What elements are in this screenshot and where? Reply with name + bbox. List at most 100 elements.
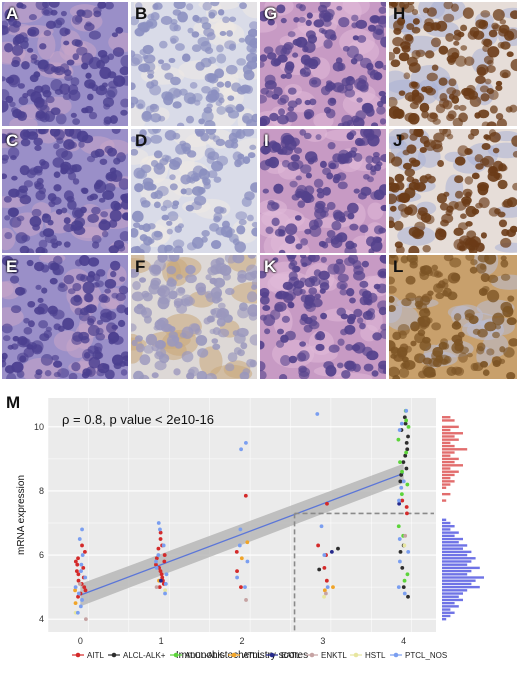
x-tick-label: 3 xyxy=(320,636,325,646)
data-point xyxy=(322,588,327,593)
data-point xyxy=(404,440,409,445)
micrograph-image xyxy=(389,2,517,126)
data-point xyxy=(73,585,78,590)
x-tick-label: 0 xyxy=(78,636,83,646)
data-point xyxy=(404,418,409,423)
micrograph-image xyxy=(260,2,386,126)
data-point xyxy=(162,559,167,564)
micrograph-panel: L xyxy=(389,255,517,379)
y-tick-label: 10 xyxy=(34,422,44,432)
y-tick-label: 8 xyxy=(39,486,44,496)
regression-line xyxy=(80,472,404,596)
x-axis-title: Immunohistochemistry scores xyxy=(176,650,308,661)
histogram-bar xyxy=(442,419,455,422)
data-point xyxy=(317,567,322,572)
micrograph-image xyxy=(389,255,517,379)
data-point xyxy=(398,549,403,554)
legend-swatch-dot xyxy=(231,652,237,658)
histogram-bar xyxy=(442,598,463,602)
data-point xyxy=(83,588,88,593)
x-tick-label: 1 xyxy=(159,636,164,646)
data-point xyxy=(76,594,80,599)
histogram-bar xyxy=(442,582,472,586)
data-point xyxy=(396,585,401,590)
legend-item-label: ATLL xyxy=(243,651,262,660)
data-point xyxy=(319,524,324,529)
data-point xyxy=(154,556,159,561)
data-point xyxy=(156,521,161,525)
histogram-bar xyxy=(442,454,451,457)
histogram-bar xyxy=(442,470,459,473)
data-point xyxy=(243,585,247,590)
data-point xyxy=(399,421,404,426)
micrograph-image xyxy=(260,255,386,379)
histogram-bar xyxy=(442,473,455,477)
histogram-bar xyxy=(442,486,447,489)
data-point xyxy=(315,412,320,416)
histogram-bar xyxy=(442,448,468,451)
legend-swatch-dot xyxy=(393,652,399,658)
histogram-bar xyxy=(442,601,455,605)
data-point xyxy=(156,553,161,557)
panel-label: L xyxy=(393,257,404,276)
histogram-bar xyxy=(442,569,472,573)
data-point xyxy=(400,565,405,570)
data-point xyxy=(83,575,88,580)
panel-label: B xyxy=(135,4,148,23)
data-point xyxy=(403,421,408,426)
data-point xyxy=(80,543,84,548)
micrograph-image xyxy=(2,2,128,126)
data-point xyxy=(397,537,402,541)
legend-item-label: ALCL-ALK+ xyxy=(123,651,166,660)
histogram-bar xyxy=(442,550,472,554)
data-point xyxy=(156,546,161,551)
data-point xyxy=(316,543,321,548)
histogram-bar xyxy=(442,460,455,464)
histogram-bar xyxy=(442,444,455,448)
panel-label: K xyxy=(264,257,277,276)
data-point xyxy=(163,591,167,596)
data-point xyxy=(80,527,84,532)
data-point xyxy=(158,578,163,583)
histogram-bar xyxy=(442,531,459,534)
legend-item-label: EATL xyxy=(281,651,301,660)
data-point xyxy=(399,485,404,490)
data-point xyxy=(161,543,166,548)
data-point xyxy=(402,578,407,583)
data-point xyxy=(325,585,330,590)
data-point xyxy=(154,565,159,570)
data-point xyxy=(238,527,243,532)
data-point xyxy=(405,447,410,452)
histogram-bar xyxy=(442,464,463,467)
legend-item-label: HSTL xyxy=(365,651,386,660)
data-point xyxy=(78,604,83,609)
histogram-bar xyxy=(442,585,480,589)
histogram-bar xyxy=(442,483,451,486)
micrograph-panel: E xyxy=(2,255,128,379)
data-point xyxy=(405,511,409,516)
data-point xyxy=(243,493,248,498)
legend-swatch-dot xyxy=(173,652,179,658)
data-point xyxy=(158,527,162,532)
data-point xyxy=(322,594,326,599)
panel-label: F xyxy=(135,257,146,276)
panel-label: J xyxy=(393,131,403,150)
histogram-bar xyxy=(442,451,455,454)
data-point xyxy=(398,460,402,465)
histogram-bar xyxy=(442,518,447,522)
data-point xyxy=(322,565,327,570)
data-point xyxy=(404,466,409,471)
data-point xyxy=(398,479,403,484)
data-point xyxy=(397,428,402,432)
histogram-bar xyxy=(442,438,459,441)
data-point xyxy=(402,591,407,596)
data-point xyxy=(397,501,402,506)
data-point xyxy=(83,549,87,554)
histogram-bar xyxy=(442,608,451,611)
histogram-bar xyxy=(442,416,451,419)
histogram-bar xyxy=(442,534,455,538)
histogram-bar xyxy=(442,541,459,544)
data-point xyxy=(157,585,162,590)
data-point xyxy=(401,460,406,465)
panel-label: I xyxy=(264,131,269,150)
